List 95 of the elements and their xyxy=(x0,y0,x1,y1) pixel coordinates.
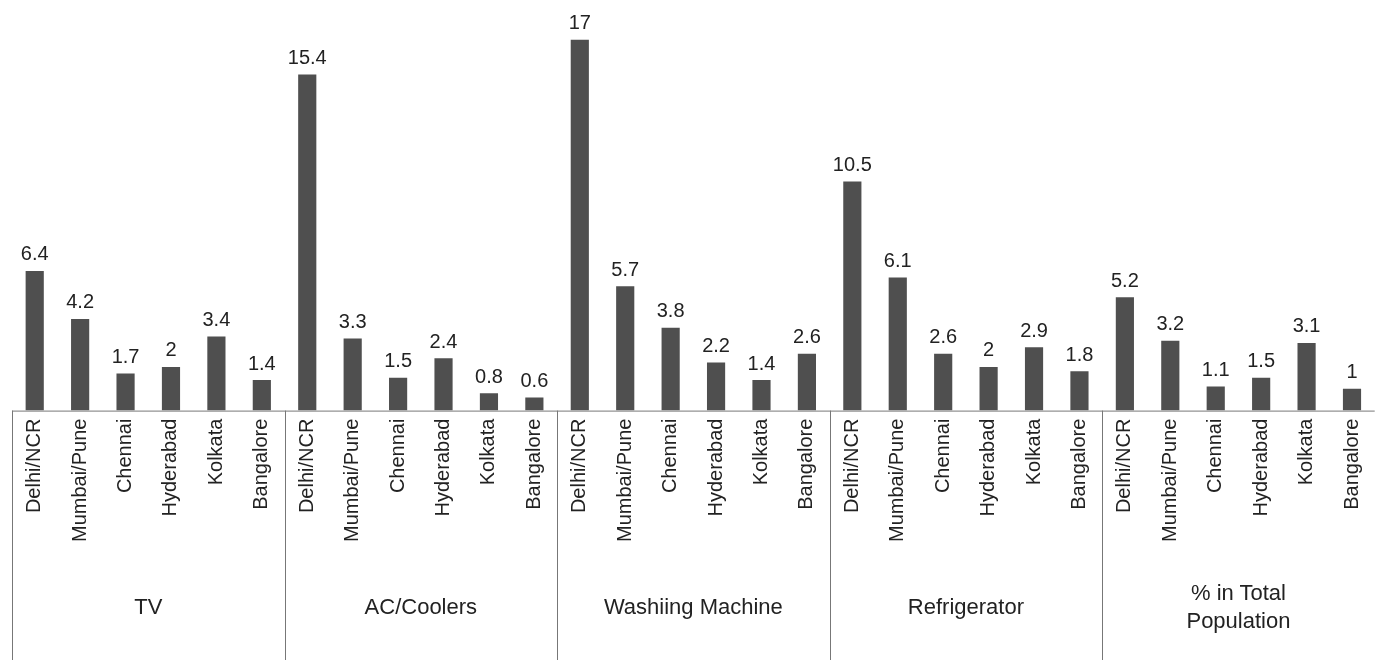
bar xyxy=(1115,297,1134,411)
x-tick-label: Mumbai/Pune xyxy=(1157,418,1180,543)
data-label: 2.6 xyxy=(929,325,958,348)
data-label: 2.4 xyxy=(429,329,458,352)
x-tick-label: Hyderabad xyxy=(431,418,454,517)
bar xyxy=(1070,371,1089,411)
bar xyxy=(570,39,589,411)
data-label: 3.1 xyxy=(1292,314,1321,337)
bar xyxy=(934,353,953,411)
x-tick-label: Chennai xyxy=(658,418,681,494)
data-label: 1.1 xyxy=(1201,358,1230,381)
x-tick-label: Hyderabad xyxy=(703,418,726,517)
x-tick-label: Hyderabad xyxy=(158,418,181,517)
bar xyxy=(1206,386,1225,411)
bar xyxy=(298,74,317,411)
data-label: 3.8 xyxy=(656,299,685,322)
bar xyxy=(1252,377,1271,411)
x-tick-label: Bangalore xyxy=(521,418,544,510)
data-label: 17 xyxy=(568,11,591,34)
x-tick-label: Mumbai/Pune xyxy=(612,418,635,543)
x-tick-label: Hyderabad xyxy=(976,418,999,517)
data-label: 1 xyxy=(1346,360,1358,383)
data-label: 1.5 xyxy=(1247,349,1276,372)
x-tick-label: Chennai xyxy=(113,418,136,494)
x-tick-label: Mumbai/Pune xyxy=(885,418,908,543)
x-tick-label: Kolkata xyxy=(749,417,772,486)
x-tick-label: Delhi/NCR xyxy=(1112,418,1135,514)
x-tick-label: Kolkata xyxy=(1021,417,1044,486)
data-label: 1.7 xyxy=(111,345,140,368)
bar xyxy=(706,362,726,411)
bar xyxy=(1342,388,1362,411)
bar xyxy=(888,277,907,411)
data-label: 0.8 xyxy=(475,364,503,387)
text: Refrigerator xyxy=(907,594,1024,620)
bar xyxy=(616,286,635,411)
data-label: 6.4 xyxy=(20,242,49,265)
x-tick-label: Chennai xyxy=(1203,418,1226,494)
x-tick-label: Bangalore xyxy=(249,418,272,510)
x-tick-label: Mumbai/Pune xyxy=(67,418,90,543)
x-tick-label: Delhi/NCR xyxy=(567,418,590,514)
bar xyxy=(207,336,226,411)
data-label: 0.6 xyxy=(520,369,549,392)
bar xyxy=(752,380,771,411)
bar xyxy=(661,327,680,411)
bar xyxy=(479,393,499,411)
data-label: 5.2 xyxy=(1110,268,1139,291)
bar xyxy=(25,270,44,411)
data-label: 2.6 xyxy=(793,325,821,348)
x-tick-label: Delhi/NCR xyxy=(294,418,317,514)
bar xyxy=(1297,342,1316,411)
bar xyxy=(1161,340,1180,411)
data-label: 2 xyxy=(165,338,177,361)
x-tick-label: Kolkata xyxy=(476,417,499,486)
bar xyxy=(116,373,135,411)
data-label: 3.4 xyxy=(202,307,231,330)
data-label: 2.2 xyxy=(702,334,730,357)
bar xyxy=(979,366,998,411)
data-label: 5.7 xyxy=(611,257,640,280)
bar xyxy=(525,397,544,411)
bar xyxy=(797,353,816,411)
data-label: 6.1 xyxy=(883,249,912,272)
data-label: 3.2 xyxy=(1156,312,1185,335)
data-label: 15.4 xyxy=(287,46,327,69)
data-label: 4.2 xyxy=(66,290,95,313)
text: % in Total Population xyxy=(1186,580,1291,634)
bar xyxy=(843,181,862,411)
x-tick-label: Delhi/NCR xyxy=(22,418,45,514)
x-tick-label: Delhi/NCR xyxy=(839,418,862,514)
bar xyxy=(343,338,362,411)
data-label: 1.4 xyxy=(747,351,776,374)
x-tick-label: Bangalore xyxy=(794,418,817,510)
bar xyxy=(161,366,181,411)
data-label: 1.4 xyxy=(247,351,276,374)
x-tick-label: Chennai xyxy=(385,418,408,494)
bar xyxy=(1024,347,1044,411)
text: Washiing Machine xyxy=(603,594,783,620)
x-tick-label: Bangalore xyxy=(1066,418,1089,510)
x-tick-label: Mumbai/Pune xyxy=(340,418,363,543)
bar xyxy=(252,380,271,411)
bar xyxy=(71,318,90,411)
x-tick-label: Bangalore xyxy=(1339,418,1362,510)
x-tick-label: Chennai xyxy=(930,418,953,494)
data-label: 3.3 xyxy=(338,310,367,333)
data-label: 2 xyxy=(983,338,995,361)
x-tick-label: Hyderabad xyxy=(1248,418,1271,517)
bar xyxy=(389,377,408,411)
text: AC/Coolers xyxy=(364,594,478,620)
bar xyxy=(434,358,453,411)
x-tick-label: Kolkata xyxy=(203,417,226,486)
data-label: 2.9 xyxy=(1020,318,1048,341)
data-label: 1.8 xyxy=(1065,342,1094,365)
x-tick-label: Kolkata xyxy=(1294,417,1317,486)
data-label: 10.5 xyxy=(832,153,872,176)
text: TV xyxy=(134,594,163,620)
data-label: 1.5 xyxy=(384,349,413,372)
